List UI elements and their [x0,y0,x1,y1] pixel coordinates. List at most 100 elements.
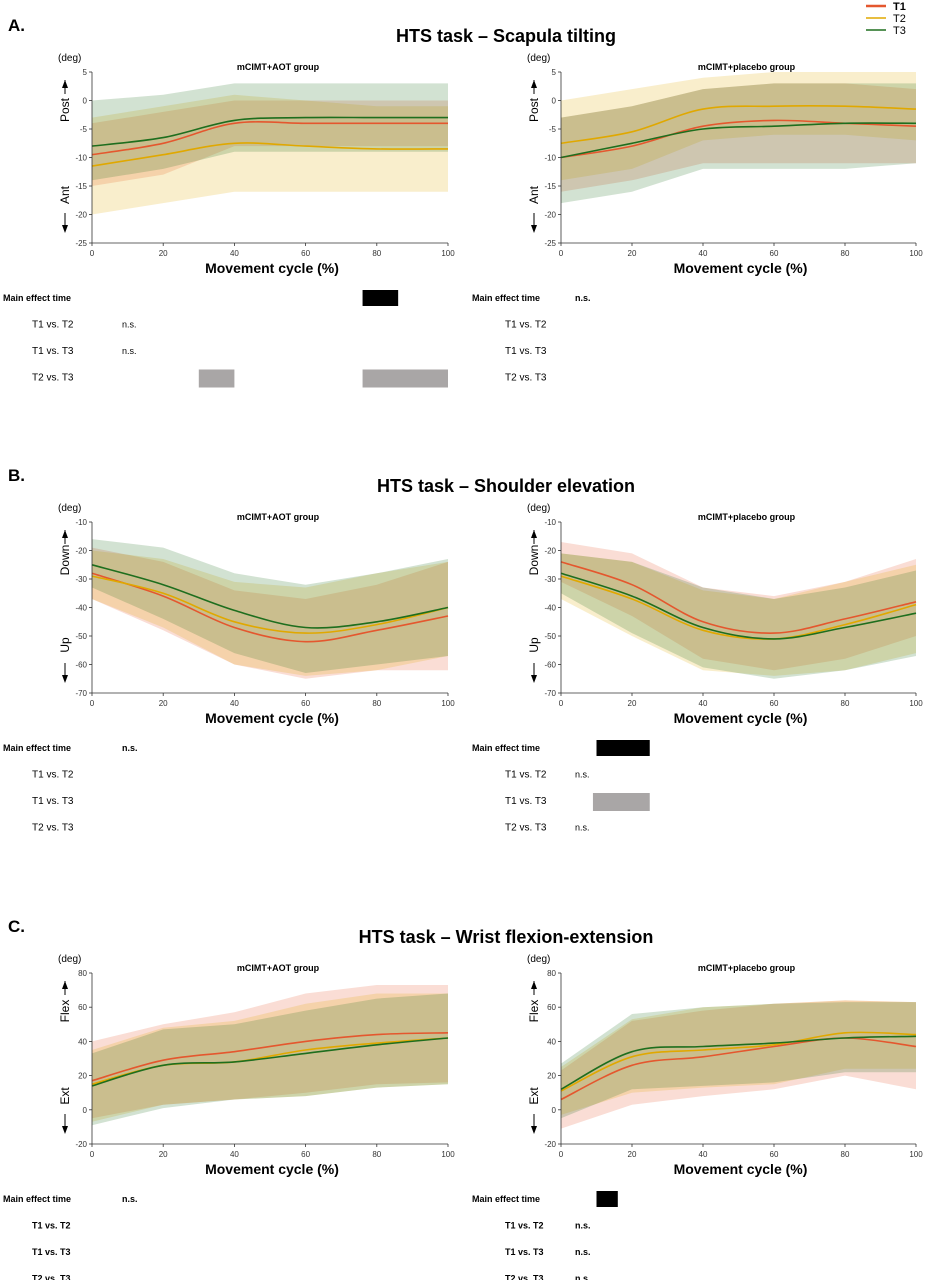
mean-line-t3 [560,572,917,640]
y-tick-label: 60 [78,1003,87,1012]
y-tick-label: -60 [544,661,556,670]
x-tick-label: 100 [909,249,923,258]
y-tick-label: 0 [83,97,88,106]
panel-title: HTS task – Shoulder elevation [377,476,635,496]
sd-band-t3 [92,539,448,673]
x-axis-label: Movement cycle (%) [205,1161,339,1177]
y-tick-label: 80 [78,969,87,978]
mean-line-t2 [560,1031,917,1092]
panel-letter: A. [8,16,25,35]
panel-title: HTS task – Wrist flexion-extension [359,927,654,947]
direction-bottom-label: Ext [527,1087,541,1105]
stats-ns-label: n.s. [122,320,137,330]
sd-band-t3 [92,993,448,1126]
panel-b: B. HTS task – Shoulder elevation mCIMT+AOT… [3,466,923,834]
unit-label: (deg) [527,53,550,64]
y-tick-label: -20 [544,211,556,220]
stats-ns-label: n.s. [575,770,590,780]
sd-band-t2 [561,553,916,676]
y-tick-label: -10 [544,154,556,163]
stats-row-label: T2 vs. T3 [32,1274,71,1280]
mean-line-t2 [560,105,917,145]
direction-top-label: Flex [527,1000,541,1023]
y-tick-label: -50 [75,632,87,641]
y-tick-label: -50 [544,632,556,641]
panel-a: A. HTS task – Scapula tilting mCIMT+AOT gr… [3,16,923,388]
y-tick-label: -30 [544,575,556,584]
y-tick-label: 40 [547,1037,556,1046]
y-tick-label: -5 [80,125,88,134]
sd-band-t2 [92,94,448,215]
y-tick-label: 5 [552,68,557,77]
x-tick-label: 60 [301,699,310,708]
group-title: mCIMT+placebo group [698,963,796,973]
stats-ns-label: n.s. [575,293,591,303]
significance-bar [596,1191,618,1207]
y-tick-label: 20 [78,1072,87,1081]
stats-ns-label: n.s. [122,1194,138,1204]
stats-row-label: T1 vs. T2 [32,770,74,781]
sd-band-t3 [92,83,448,181]
group-title: mCIMT+AOT group [237,512,320,522]
x-tick-label: 40 [699,249,708,258]
legend-label: T1 [893,1,906,13]
y-tick-label: 0 [552,1106,557,1115]
stats-row-label: T1 vs. T3 [32,796,74,807]
x-axis-label: Movement cycle (%) [674,1161,808,1177]
x-tick-label: 0 [559,699,564,708]
direction-bottom-label: Ant [58,185,72,204]
down-arrow-icon [531,225,537,233]
direction-top-label: Post [527,97,541,122]
mean-line-t1 [560,561,917,634]
x-tick-label: 100 [441,699,455,708]
sd-band-t3 [561,1002,916,1119]
x-tick-label: 20 [628,1150,637,1159]
stats-row-label: T2 vs. T3 [505,823,547,834]
stats-row-label: T2 vs. T3 [32,373,74,384]
panel-title: HTS task – Scapula tilting [396,26,616,46]
mean-line-t2 [560,575,917,640]
unit-label: (deg) [58,53,81,64]
plot-placebo: mCIMT+placebo group -10 -20 -30 -40 -50 -60 -70… [527,503,923,726]
unit-label: (deg) [58,503,81,514]
stats-row-label: T1 vs. T2 [32,320,74,331]
unit-label: (deg) [58,954,81,965]
x-tick-label: 100 [909,1150,923,1159]
stats-row-label: T1 vs. T3 [505,1247,544,1257]
y-tick-label: -10 [75,154,87,163]
sd-band-t2 [92,550,448,676]
mean-line-t3 [560,1035,917,1091]
stats-ns-label: n.s. [122,346,137,356]
group-title: mCIMT+AOT group [237,963,320,973]
y-tick-label: 0 [83,1106,88,1115]
direction-top-label: Post [58,97,72,122]
stats-row-label: T1 vs. T2 [32,1221,71,1231]
direction-top-label: Down [58,545,72,576]
x-tick-label: 100 [909,699,923,708]
mean-line-t2 [91,142,449,167]
sd-band-t3 [561,553,916,679]
stats-row-label: T1 vs. T2 [505,770,547,781]
sd-band-t1 [561,542,916,671]
plot-aot: mCIMT+AOT group -10 -20 -30 -40 -50 -60 -700 20 4… [58,503,455,726]
x-tick-label: 40 [699,699,708,708]
stats-row-label: T1 vs. T3 [505,346,547,357]
x-tick-label: 80 [372,1150,381,1159]
significance-bar [362,369,448,388]
stats-ns-label: n.s. [575,1247,591,1257]
x-tick-label: 100 [441,249,455,258]
stats-row-label: Main effect time [472,293,540,303]
down-arrow-icon [531,1126,537,1134]
x-tick-label: 60 [770,1150,779,1159]
y-tick-label: 0 [552,97,557,106]
x-axis-label: Movement cycle (%) [674,260,808,276]
y-tick-label: -5 [549,125,557,134]
direction-bottom-label: Ant [527,185,541,204]
x-tick-label: 20 [628,699,637,708]
sd-band-t3 [561,83,916,204]
mean-line-t3 [91,564,449,629]
stats-row-label: T2 vs. T3 [32,823,74,834]
